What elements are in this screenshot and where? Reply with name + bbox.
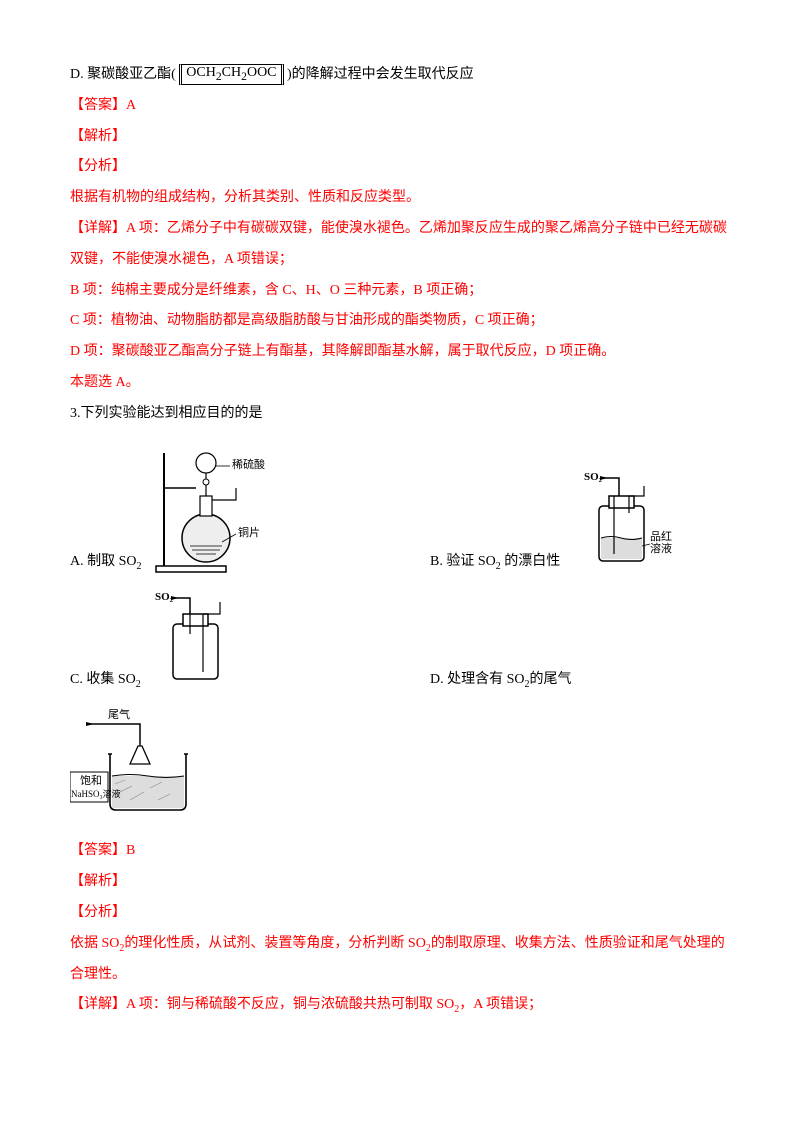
option-b-label: B. 验证 SO: [430, 554, 496, 569]
option-a-cell: A. 制取 SO2 稀硫酸 铜片: [70, 438, 430, 578]
apparatus-b-diagram: SO₂ 品红 溶液: [564, 468, 684, 578]
detail-d: D 项：聚碳酸亚乙酯高分子链上有酯基，其降解即酯基水解，属于取代反应，D 项正确…: [70, 337, 730, 368]
detail2-a-tail: ，A 项错误；: [459, 997, 542, 1012]
label-nahso3: NaHSO₃溶液: [71, 788, 121, 799]
apparatus-a-diagram: 稀硫酸 铜片: [146, 438, 296, 578]
answer-2: 【答案】B: [70, 836, 730, 867]
jiexi-1: 【解析】: [70, 122, 730, 153]
option-d-label: D. 处理含有 SO: [430, 672, 525, 687]
label-dilute-acid: 稀硫酸: [232, 457, 265, 471]
detail-a-text: A 项：乙烯分子中有碳碳双键，能使溴水褪色。乙烯加聚反应生成的聚乙烯高分子链中已…: [70, 221, 727, 267]
option-b-tail: 的漂白性: [501, 554, 561, 569]
detail2-a-text: A 项：铜与稀硫酸不反应，铜与浓硫酸共热可制取 SO: [126, 997, 454, 1012]
formula-structure: OCH2CH2OOC: [179, 64, 283, 85]
option-b-cell: B. 验证 SO2 的漂白性 SO₂ 品红 溶液: [430, 468, 710, 578]
apparatus-c-diagram: SO₂: [145, 586, 255, 696]
detail2-tag: 【详解】: [70, 997, 126, 1012]
detail-c: C 项：植物油、动物脂肪都是高级脂肪酸与甘油形成的酯类物质，C 项正确；: [70, 306, 730, 337]
answer2-value: B: [126, 843, 135, 858]
label-copper: 铜片: [238, 525, 260, 539]
conclusion-1: 本题选 A。: [70, 368, 730, 399]
opt-d-suffix: )的降解过程中会发生取代反应: [287, 67, 474, 82]
label-pinhong: 品红: [650, 530, 672, 543]
option-c-label: C. 收集 SO: [70, 672, 136, 687]
apparatus-d-wrapper: 尾气 饱和 NaHSO₃溶液: [70, 704, 730, 837]
fenxi-2: 【分析】: [70, 898, 730, 929]
answer-1: 【答案】A: [70, 91, 730, 122]
option-c-cell: C. 收集 SO2 SO₂: [70, 586, 430, 696]
jiexi-2: 【解析】: [70, 867, 730, 898]
option-d-cell: D. 处理含有 SO2的尾气: [430, 665, 710, 696]
answer-tag: 【答案】: [70, 98, 126, 113]
option-c-sub: 2: [136, 679, 141, 690]
apparatus-d-diagram: 尾气 饱和 NaHSO₃溶液: [70, 704, 240, 824]
option-a-label: A. 制取 SO: [70, 554, 137, 569]
label-rongye: 溶液: [650, 541, 672, 555]
question-option-d: D. 聚碳酸亚乙酯( OCH2CH2OOC )的降解过程中会发生取代反应: [70, 60, 730, 91]
detail-a: 【详解】A 项：乙烯分子中有碳碳双键，能使溴水褪色。乙烯加聚反应生成的聚乙烯高分…: [70, 214, 730, 276]
option-d-tail: 的尾气: [530, 672, 572, 687]
detail-b: B 项：纯棉主要成分是纤维素，含 C、H、O 三种元素，B 项正确；: [70, 276, 730, 307]
options-row-ab: A. 制取 SO2 稀硫酸 铜片 B. 验证: [70, 438, 730, 578]
option-a-sub: 2: [137, 561, 142, 572]
label-so2-c: SO₂: [155, 591, 174, 603]
label-baohe: 饱和: [80, 773, 102, 787]
options-row-cd: C. 收集 SO2 SO₂ D. 处理含有 SO2的尾气: [70, 586, 730, 696]
analysis2-part1: 依据 SO: [70, 936, 119, 951]
analysis-1: 根据有机物的组成结构，分析其类别、性质和反应类型。: [70, 183, 730, 214]
analysis-2: 依据 SO2的理化性质，从试剂、装置等角度，分析判断 SO2的制取原理、收集方法…: [70, 929, 730, 991]
answer-value: A: [126, 98, 136, 113]
analysis2-part2: 的理化性质，从试剂、装置等角度，分析判断 SO: [124, 936, 425, 951]
question-3: 3.下列实验能达到相应目的的是: [70, 399, 730, 430]
detail2-a: 【详解】A 项：铜与稀硫酸不反应，铜与浓硫酸共热可制取 SO2，A 项错误；: [70, 990, 730, 1021]
detail-tag: 【详解】: [70, 221, 126, 236]
answer2-tag: 【答案】: [70, 843, 126, 858]
fenxi-1: 【分析】: [70, 152, 730, 183]
label-so2-b: SO₂: [584, 471, 603, 483]
label-weiqi: 尾气: [108, 707, 130, 721]
opt-d-prefix: D. 聚碳酸亚乙酯(: [70, 67, 176, 82]
